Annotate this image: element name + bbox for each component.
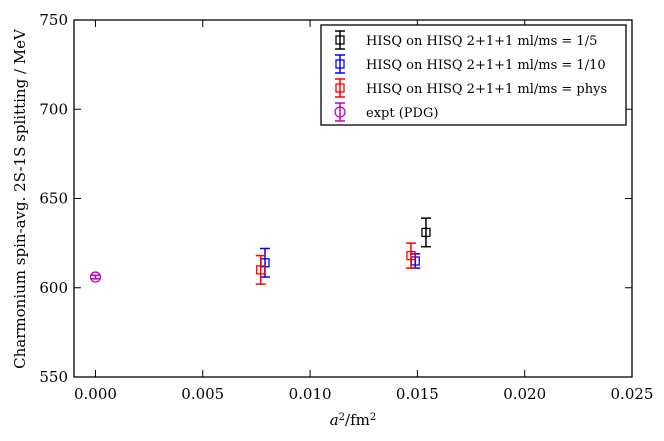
y-tick-label: 550 (39, 368, 68, 386)
legend-label: HISQ on HISQ 2+1+1 ml/ms = 1/10 (366, 58, 606, 73)
data-points (89, 217, 431, 285)
x-tick-label: 0.000 (74, 385, 117, 403)
data-point (256, 265, 266, 275)
legend-label: HISQ on HISQ 2+1+1 ml/ms = 1/5 (366, 34, 597, 49)
legend-label: expt (PDG) (366, 106, 438, 121)
data-point (89, 271, 102, 283)
legend-marker (335, 35, 345, 45)
error-bar (90, 274, 101, 280)
x-tick-label: 0.005 (181, 385, 224, 403)
legend-label: HISQ on HISQ 2+1+1 ml/ms = phys (366, 82, 607, 97)
legend-marker (335, 83, 345, 93)
x-tick-label: 0.020 (503, 385, 546, 403)
legend: HISQ on HISQ 2+1+1 ml/ms = 1/5 HISQ on HI… (320, 24, 627, 126)
error-bar (405, 242, 416, 269)
legend-box (320, 24, 627, 126)
x-tick-label: 0.010 (289, 385, 332, 403)
legend-error-bar (335, 30, 345, 50)
error-bar (255, 254, 266, 285)
legend-error-bar (335, 54, 345, 74)
y-tick-label: 650 (39, 190, 68, 208)
y-tick-label: 750 (39, 11, 68, 29)
y-axis-ticks: 550 600 650 700 750 (39, 11, 632, 386)
x-axis-label: a2/fm2 (330, 411, 377, 429)
legend-marker (334, 106, 346, 118)
y-tick-label: 700 (39, 100, 68, 118)
legend-marker (335, 59, 345, 69)
y-axis-label: Charmonium spin-avg. 2S-1S splitting / M… (11, 28, 29, 369)
error-bar (420, 217, 431, 248)
legend-error-bar (335, 102, 345, 122)
data-point (406, 250, 416, 261)
data-point (421, 227, 431, 238)
x-tick-label: 0.025 (611, 385, 654, 403)
x-axis-ticks: 0.000 0.005 0.010 0.015 0.020 0.025 (74, 20, 653, 403)
x-tick-label: 0.015 (396, 385, 439, 403)
legend-error-bar (335, 78, 345, 98)
y-tick-label: 600 (39, 279, 68, 297)
